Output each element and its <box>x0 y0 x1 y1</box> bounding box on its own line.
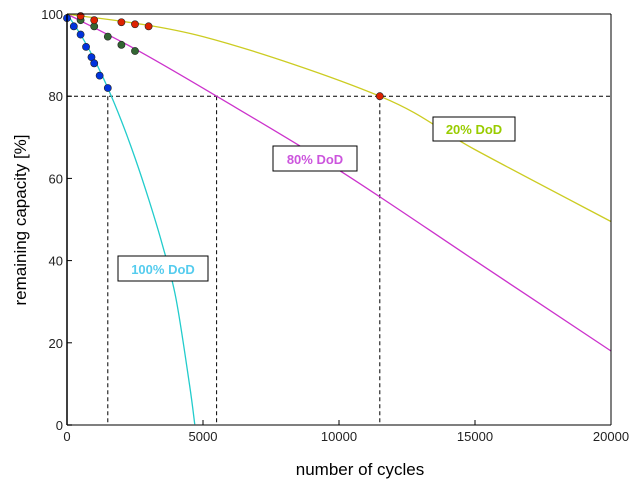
legend-label-80: 80% DoD <box>287 152 343 167</box>
y-tick-label: 40 <box>49 254 63 269</box>
y-tick-label: 20 <box>49 336 63 351</box>
data-point-0 <box>90 59 99 68</box>
legend-label-100: 100% DoD <box>131 262 195 277</box>
data-point-1 <box>131 47 139 55</box>
y-axis-label: remaining capacity [%] <box>11 134 30 305</box>
data-point-2 <box>90 16 99 25</box>
x-tick-label: 15000 <box>457 429 493 444</box>
data-point-2 <box>117 18 126 27</box>
x-tick-label: 5000 <box>189 429 218 444</box>
data-point-0 <box>76 30 85 39</box>
label-20-dod: 20% DoD <box>432 116 516 142</box>
x-tick-label: 20000 <box>593 429 629 444</box>
x-tick-label: 0 <box>63 429 70 444</box>
data-point-1 <box>117 40 126 49</box>
data-point-0 <box>69 22 78 31</box>
data-point-0 <box>103 84 112 92</box>
y-tick-label: 0 <box>56 418 63 433</box>
series-line-1 <box>66 13 612 352</box>
y-tick-label: 60 <box>49 171 63 186</box>
data-point-2 <box>131 20 139 29</box>
series-line-0 <box>66 13 196 426</box>
label-100-dod: 100% DoD <box>117 255 209 282</box>
x-axis-label: number of cycles <box>296 460 425 479</box>
data-point-1 <box>103 32 112 41</box>
y-tick-label: 100 <box>41 7 63 22</box>
x-tick-label: 10000 <box>321 429 357 444</box>
data-point-2 <box>375 92 384 101</box>
data-point-0 <box>95 71 104 80</box>
series-line-2 <box>66 13 612 223</box>
y-tick-label: 80 <box>49 89 63 104</box>
data-point-0 <box>82 42 90 51</box>
legend-label-20: 20% DoD <box>446 122 502 137</box>
label-80-dod: 80% DoD <box>272 145 358 172</box>
data-point-2 <box>144 22 153 31</box>
